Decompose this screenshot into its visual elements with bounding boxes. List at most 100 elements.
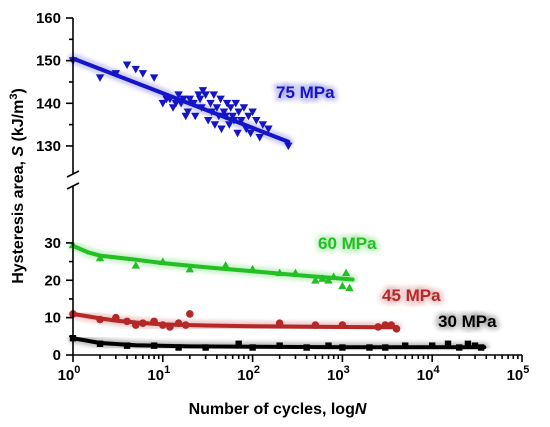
y-tick-label-lower-1: 10 — [44, 310, 61, 327]
data-point-2-1 — [96, 315, 104, 324]
data-point-2-2 — [112, 313, 120, 322]
data-point-2-8 — [166, 323, 174, 331]
series-label-glow-1: 60 MPa — [318, 234, 377, 253]
y-axis-title-suffix: ) — [10, 88, 27, 93]
x-axis-title-variable: N — [355, 401, 367, 418]
data-point-3-7 — [249, 344, 256, 351]
data-point-0-40 — [229, 116, 239, 125]
y-tick-label-upper-3: 160 — [36, 10, 61, 27]
data-point-2-7 — [159, 321, 167, 329]
data-point-0-28 — [209, 91, 219, 99]
x-tick-label-2: 102 — [237, 364, 260, 384]
data-point-2-10 — [181, 321, 190, 329]
x-tick-label-1: 101 — [147, 364, 170, 384]
data-point-2-6 — [150, 317, 158, 326]
data-point-0-31 — [214, 112, 223, 121]
data-point-3-14 — [401, 342, 409, 349]
data-point-3-5 — [202, 344, 209, 351]
data-point-0-21 — [195, 95, 205, 104]
x-tick-exponent-2: 2 — [254, 364, 260, 376]
data-point-3-3 — [150, 342, 158, 349]
data-point-3-20 — [477, 344, 485, 351]
data-point-1-14 — [341, 268, 351, 277]
y-axis-title: Hysteresis area, S (kJ/m3) — [8, 88, 27, 284]
x-tick-label-0: 100 — [58, 364, 81, 384]
data-point-2-4 — [131, 321, 140, 329]
data-point-3-13 — [382, 344, 389, 351]
data-point-0-29 — [210, 121, 220, 129]
data-point-1-11 — [324, 276, 333, 284]
series-label-0: 75 MPa — [276, 83, 335, 102]
data-point-0-34 — [219, 108, 229, 117]
data-point-0-5 — [138, 70, 148, 78]
data-point-2-9 — [174, 319, 183, 328]
y-tick-label-upper-1: 140 — [36, 95, 61, 112]
data-point-0-33 — [217, 125, 226, 134]
data-point-0-37 — [225, 121, 234, 129]
data-point-0-47 — [244, 112, 253, 121]
y-tick-label-lower-0: 0 — [53, 347, 61, 364]
data-point-0-51 — [255, 134, 264, 142]
data-point-0-44 — [237, 116, 246, 125]
data-point-0-17 — [185, 95, 195, 104]
data-point-3-1 — [96, 340, 104, 347]
data-point-3-12 — [366, 344, 373, 351]
data-point-1-1 — [95, 253, 105, 262]
data-point-1-3 — [158, 257, 167, 265]
data-point-0-30 — [212, 104, 222, 112]
x-tick-exponent-1: 1 — [164, 364, 170, 376]
y-tick-label-lower-2: 20 — [44, 272, 61, 289]
data-point-0-10 — [168, 104, 178, 112]
data-point-0-38 — [226, 104, 235, 112]
data-point-0-52 — [258, 121, 268, 129]
data-point-1-8 — [291, 268, 300, 277]
axis-break-mark-lower — [66, 182, 80, 190]
x-tick-exponent-4: 4 — [433, 364, 440, 376]
data-point-0-23 — [198, 87, 208, 95]
x-tick-label-3: 103 — [327, 364, 350, 384]
x-tick-label-5: 105 — [507, 364, 530, 384]
data-point-0-36 — [222, 99, 232, 108]
data-point-2-14 — [338, 321, 347, 329]
data-point-0-35 — [221, 112, 230, 121]
data-point-3-2 — [123, 342, 131, 349]
y-axis-title-exponent: 3 — [8, 94, 20, 100]
series-label-glow-3: 30 MPa — [438, 312, 497, 331]
data-point-0-16 — [183, 108, 193, 117]
data-point-3-4 — [175, 344, 182, 351]
data-point-0-41 — [231, 99, 240, 108]
data-point-0-2 — [111, 70, 121, 78]
data-point-0-46 — [242, 125, 251, 134]
x-tick-exponent-0: 0 — [74, 364, 80, 376]
data-point-0-24 — [201, 91, 210, 99]
data-point-0-9 — [165, 95, 175, 104]
data-point-0-6 — [149, 74, 159, 82]
fit-line-3 — [71, 336, 487, 350]
x-tick-exponent-5: 5 — [523, 364, 529, 376]
data-point-2-5 — [139, 319, 147, 328]
data-point-0-26 — [206, 99, 215, 108]
data-point-2-18 — [392, 325, 401, 333]
data-point-3-17 — [456, 344, 463, 351]
data-point-2-15 — [374, 323, 382, 331]
data-point-0-14 — [179, 95, 188, 104]
data-point-2-12 — [275, 319, 284, 328]
y-axis-title-variable: S — [10, 146, 27, 157]
data-point-3-11 — [339, 344, 346, 351]
data-point-0-27 — [207, 108, 216, 117]
data-point-2-3 — [123, 317, 131, 326]
data-point-0-48 — [246, 129, 255, 138]
data-point-0-1 — [95, 74, 105, 82]
data-point-3-6 — [235, 340, 242, 347]
data-point-0-19 — [191, 112, 200, 121]
data-point-3-9 — [303, 344, 310, 351]
data-point-3-19 — [471, 342, 479, 349]
data-point-2-11 — [186, 310, 194, 318]
data-point-0-50 — [252, 116, 261, 125]
data-point-2-16 — [381, 321, 390, 329]
data-point-0-12 — [174, 91, 183, 99]
data-point-1-15 — [345, 283, 354, 292]
x-tick-exponent-3: 3 — [344, 364, 350, 376]
data-point-0-42 — [233, 129, 242, 138]
